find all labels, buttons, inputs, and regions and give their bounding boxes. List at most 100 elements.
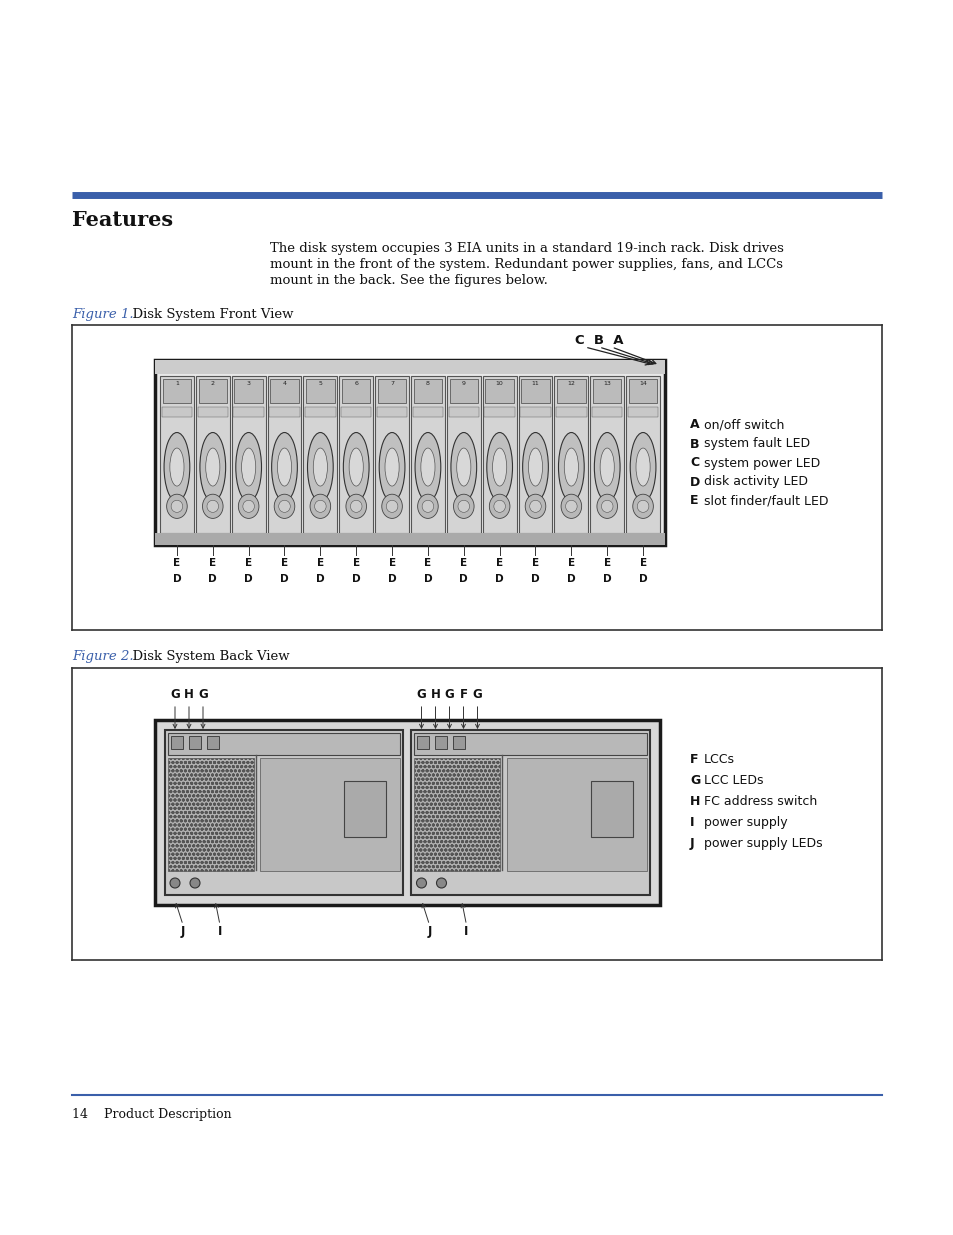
Text: 2: 2 [211, 382, 214, 387]
Ellipse shape [170, 448, 184, 487]
Bar [267, 375, 301, 534]
Ellipse shape [307, 432, 333, 501]
Ellipse shape [381, 494, 402, 519]
Bar [168, 734, 400, 755]
Bar [593, 379, 620, 403]
Text: I: I [217, 925, 222, 939]
Text: 3: 3 [247, 382, 251, 387]
Bar [154, 359, 664, 374]
Text: H: H [430, 688, 440, 701]
Ellipse shape [456, 448, 471, 487]
Bar [163, 379, 191, 403]
Text: E: E [388, 558, 395, 568]
Bar [260, 758, 400, 871]
Ellipse shape [313, 448, 327, 487]
Text: E: E [459, 558, 467, 568]
Text: D: D [566, 574, 575, 584]
Ellipse shape [528, 448, 542, 487]
Ellipse shape [492, 448, 506, 487]
Text: D: D [531, 574, 539, 584]
Bar [270, 379, 298, 403]
Text: D: D [280, 574, 289, 584]
Ellipse shape [630, 432, 656, 501]
Text: 14    Product Description: 14 Product Description [71, 1108, 232, 1121]
Text: FC address switch: FC address switch [703, 795, 817, 809]
Bar [168, 758, 253, 871]
Text: F: F [459, 688, 467, 701]
Bar [446, 375, 480, 534]
Ellipse shape [272, 432, 297, 501]
Ellipse shape [558, 432, 583, 501]
Bar [305, 408, 335, 417]
Ellipse shape [385, 448, 398, 487]
Ellipse shape [451, 432, 476, 501]
Ellipse shape [350, 500, 361, 513]
Bar [377, 379, 406, 403]
Text: I: I [689, 816, 694, 830]
Ellipse shape [274, 494, 294, 519]
Bar [557, 379, 585, 403]
Text: 1: 1 [174, 382, 178, 387]
Text: E: E [353, 558, 359, 568]
Text: 12: 12 [567, 382, 575, 387]
Ellipse shape [599, 448, 614, 487]
Text: LCCs: LCCs [703, 753, 734, 767]
Ellipse shape [167, 494, 187, 519]
Bar [341, 379, 370, 403]
Ellipse shape [235, 432, 261, 501]
Bar [485, 379, 514, 403]
Text: I: I [464, 925, 468, 939]
Bar [590, 375, 623, 534]
Ellipse shape [415, 432, 440, 501]
Ellipse shape [386, 500, 397, 513]
Text: G: G [689, 774, 700, 788]
Bar [590, 781, 633, 837]
Ellipse shape [529, 500, 540, 513]
Bar [303, 375, 337, 534]
Text: Disk System Back View: Disk System Back View [124, 650, 290, 663]
Text: A: A [689, 419, 699, 431]
Circle shape [190, 878, 200, 888]
Text: E: E [532, 558, 538, 568]
Bar [375, 375, 409, 534]
Text: E: E [424, 558, 431, 568]
Ellipse shape [453, 494, 474, 519]
Text: 8: 8 [426, 382, 430, 387]
Bar [520, 379, 549, 403]
Bar [484, 408, 515, 417]
Bar [160, 375, 193, 534]
Text: power supply LEDs: power supply LEDs [703, 837, 821, 851]
Bar [165, 730, 403, 895]
Text: The disk system occupies 3 EIA units in a standard 19-inch rack. Disk drives: The disk system occupies 3 EIA units in … [270, 242, 783, 254]
Bar [154, 534, 664, 545]
Bar [171, 736, 183, 748]
Text: slot finder/fault LED: slot finder/fault LED [703, 494, 827, 508]
Bar [269, 408, 299, 417]
Bar [154, 720, 659, 905]
Ellipse shape [525, 494, 545, 519]
Text: D: D [352, 574, 360, 584]
Text: 6: 6 [354, 382, 357, 387]
Bar [592, 408, 621, 417]
Text: E: E [639, 558, 646, 568]
Ellipse shape [349, 448, 363, 487]
Bar [556, 408, 586, 417]
Text: D: D [423, 574, 432, 584]
Bar [414, 734, 646, 755]
Ellipse shape [637, 500, 648, 513]
Circle shape [436, 878, 446, 888]
Text: E: E [209, 558, 216, 568]
Ellipse shape [417, 494, 437, 519]
Ellipse shape [420, 448, 435, 487]
Bar [207, 736, 219, 748]
Ellipse shape [600, 500, 613, 513]
Text: G: G [198, 688, 208, 701]
Bar [435, 736, 447, 748]
Bar [453, 736, 465, 748]
Bar [339, 375, 373, 534]
Bar [482, 375, 516, 534]
Ellipse shape [560, 494, 581, 519]
Text: 11: 11 [531, 382, 538, 387]
Ellipse shape [171, 500, 183, 513]
Text: D: D [387, 574, 395, 584]
